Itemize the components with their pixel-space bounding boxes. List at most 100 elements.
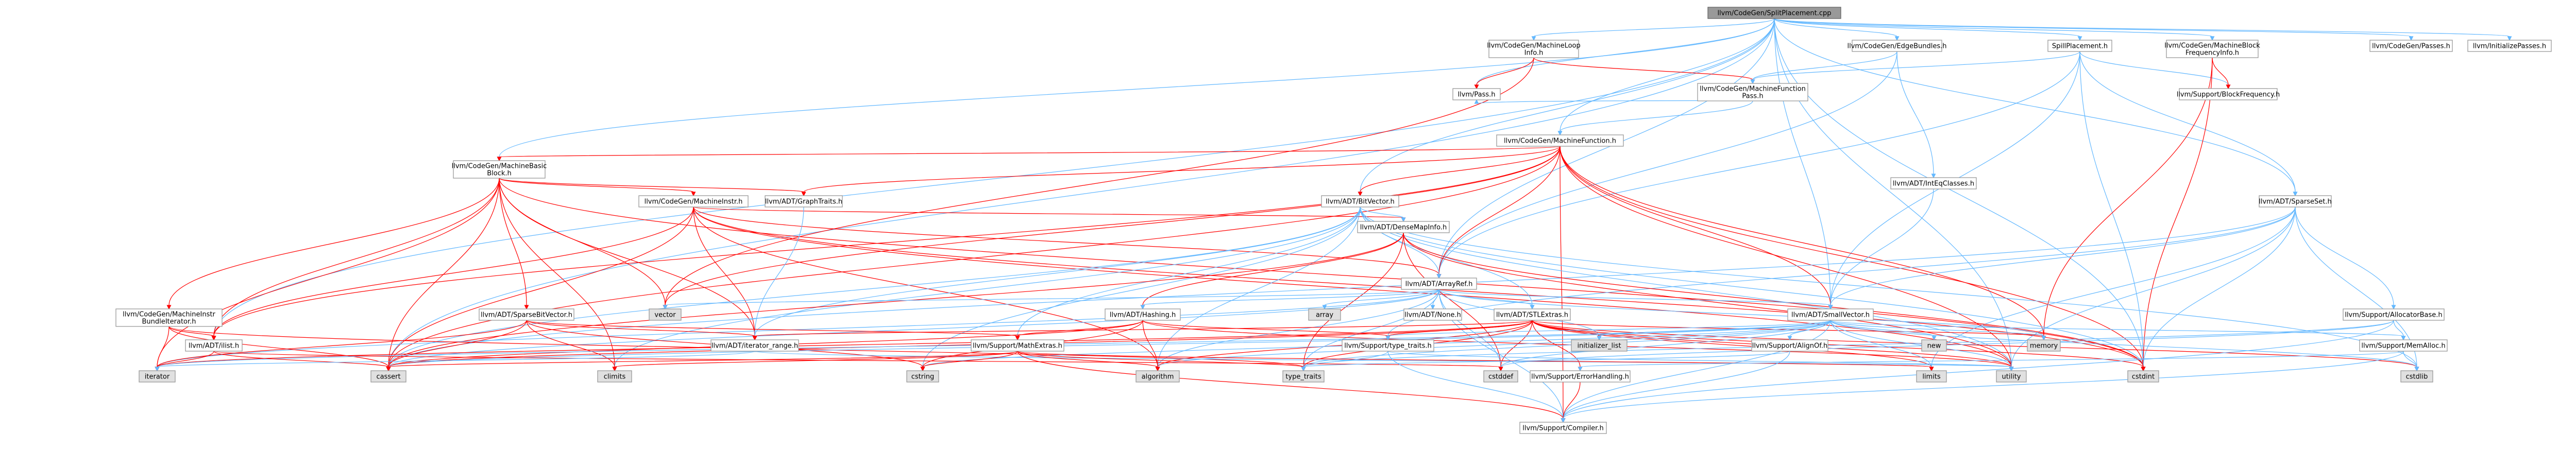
edge-smx-to-cassert xyxy=(386,351,1018,372)
node-label: llvm/ADT/Hashing.h xyxy=(1110,312,1176,319)
node-label: new xyxy=(1927,342,1941,350)
node-label: Pass.h xyxy=(1742,93,1763,100)
edge-mbb-to-sbv xyxy=(499,178,529,310)
node-typetraits: type_traits xyxy=(1282,370,1325,383)
node-label: llvm/Pass.h xyxy=(1458,91,1495,99)
node-utility: utility xyxy=(1996,370,2027,383)
node-label: BundleIterator.h xyxy=(142,318,196,326)
node-label: llvm/Support/type_traits.h xyxy=(1344,342,1432,350)
edge-eb-to-iec xyxy=(1896,51,1936,179)
node-dmi[interactable]: llvm/ADT/DenseMapInfo.h xyxy=(1357,221,1450,233)
node-label: limits xyxy=(1922,373,1941,381)
node-passes[interactable]: llvm/CodeGen/Passes.h xyxy=(2369,40,2453,52)
edge-mli-to-mfp xyxy=(1533,57,1755,84)
node-stlx[interactable]: llvm/ADT/STLExtras.h xyxy=(1494,308,1571,321)
edge-ar-to-typetraits xyxy=(1301,289,1439,372)
node-itr[interactable]: llvm/ADT/iterator_range.h xyxy=(710,339,799,352)
node-label: initializer_list xyxy=(1577,342,1621,350)
node-box xyxy=(1494,308,1571,321)
node-smx[interactable]: llvm/Support/MathExtras.h xyxy=(971,339,1064,352)
node-box xyxy=(1452,88,1501,100)
node-box xyxy=(2359,339,2448,352)
node-seh[interactable]: llvm/Support/ErrorHandling.h xyxy=(1530,370,1631,383)
node-scomp[interactable]: llvm/Support/Compiler.h xyxy=(1519,422,1607,434)
edge-ilist-to-cassert xyxy=(213,351,391,372)
node-label: llvm/Support/MemAlloc.h xyxy=(2361,342,2445,350)
node-label: llvm/CodeGen/MachineInstr xyxy=(123,311,215,319)
node-label: utility xyxy=(2002,373,2021,381)
node-label: llvm/ADT/SmallVector.h xyxy=(1791,312,1870,319)
edge-mbb-to-gt xyxy=(499,178,806,197)
node-label: iterator xyxy=(145,373,170,381)
node-cstdlib: cstdlib xyxy=(2400,370,2433,383)
edge-sph-to-mfp xyxy=(1750,51,2080,84)
node-label: Block.h xyxy=(487,170,512,178)
node-label: llvm/Support/AlignOf.h xyxy=(1752,342,1828,350)
edge-mbb-to-climits xyxy=(499,178,617,372)
edge-eb-to-mfp xyxy=(1750,51,1897,84)
node-label: llvm/ADT/iterator_range.h xyxy=(711,342,798,350)
node-eb[interactable]: llvm/CodeGen/EdgeBundles.h xyxy=(1847,40,1947,52)
edge-stt-to-utility xyxy=(1387,351,2014,372)
node-box xyxy=(1852,40,1942,52)
node-hash[interactable]: llvm/ADT/Hashing.h xyxy=(1105,308,1181,321)
node-array: array xyxy=(1308,308,1341,321)
node-box xyxy=(710,339,799,352)
node-box xyxy=(1403,308,1462,321)
node-sv[interactable]: llvm/ADT/SmallVector.h xyxy=(1787,308,1874,321)
node-label: llvm/ADT/DenseMapInfo.h xyxy=(1360,224,1447,232)
edge-sph-to-ss xyxy=(2079,51,2298,197)
node-iec[interactable]: llvm/ADT/IntEqClasses.h xyxy=(1890,177,1977,189)
node-ar[interactable]: llvm/ADT/ArrayRef.h xyxy=(1401,278,1477,290)
edge-sv-to-cstdlib xyxy=(1830,320,2419,372)
node-label: cassert xyxy=(376,373,400,381)
node-mf[interactable]: llvm/CodeGen/MachineFunction.h xyxy=(1496,134,1624,147)
node-sab[interactable]: llvm/Support/AllocatorBase.h xyxy=(2343,308,2445,321)
node-none[interactable]: llvm/ADT/None.h xyxy=(1403,308,1462,321)
edge-root-to-mli xyxy=(1531,18,1775,41)
node-label: array xyxy=(1316,312,1333,319)
node-sao[interactable]: llvm/Support/AlignOf.h xyxy=(1751,339,1828,352)
edge-eb-to-ar xyxy=(1436,51,1897,279)
node-ilist[interactable]: llvm/ADT/ilist.h xyxy=(185,339,243,352)
edge-ar-to-hash xyxy=(1140,289,1439,310)
node-gt[interactable]: llvm/ADT/GraphTraits.h xyxy=(765,195,843,207)
node-vector: vector xyxy=(649,308,682,321)
node-box xyxy=(1519,422,1607,434)
node-initlist: initializer_list xyxy=(1571,339,1628,352)
node-box xyxy=(2259,195,2332,207)
node-box xyxy=(139,370,176,383)
edge-root-to-passes xyxy=(1774,18,2414,41)
node-bf[interactable]: llvm/Support/BlockFrequency.h xyxy=(2177,88,2280,100)
node-stt[interactable]: llvm/Support/type_traits.h xyxy=(1342,339,1434,352)
node-label: climits xyxy=(604,373,626,381)
edge-sv-to-memory xyxy=(1830,320,2046,341)
node-ss[interactable]: llvm/ADT/SparseSet.h xyxy=(2259,195,2332,207)
node-box xyxy=(185,339,243,352)
node-minstr[interactable]: llvm/CodeGen/MachineInstr.h xyxy=(638,195,749,207)
node-box xyxy=(1342,339,1434,352)
edge-smx-to-cstring xyxy=(920,351,1018,372)
node-label: vector xyxy=(654,312,676,319)
node-mibi[interactable]: llvm/CodeGen/MachineInstrBundleIterator.… xyxy=(115,308,223,327)
node-bv[interactable]: llvm/ADT/BitVector.h xyxy=(1321,195,1399,207)
node-label: llvm/InitializePasses.h xyxy=(2473,43,2546,50)
node-sbv[interactable]: llvm/ADT/SparseBitVector.h xyxy=(479,308,574,321)
node-label: llvm/Support/MathExtras.h xyxy=(973,342,1062,350)
node-initp[interactable]: llvm/InitializePasses.h xyxy=(2467,40,2552,52)
node-box xyxy=(765,195,843,207)
edge-smem-to-cstdlib xyxy=(2403,351,2419,372)
node-pass[interactable]: llvm/Pass.h xyxy=(1452,88,1501,100)
node-root[interactable]: llvm/CodeGen/SplitPlacement.cpp xyxy=(1707,7,1841,19)
node-label: llvm/ADT/ilist.h xyxy=(189,342,239,350)
node-smem[interactable]: llvm/Support/MemAlloc.h xyxy=(2359,339,2448,352)
node-new: new xyxy=(1921,339,1947,352)
node-label: SpillPlacement.h xyxy=(2052,43,2108,50)
node-box xyxy=(2467,40,2552,52)
edge-root-to-initp xyxy=(1774,18,2512,41)
node-sph[interactable]: SpillPlacement.h xyxy=(2047,40,2112,52)
